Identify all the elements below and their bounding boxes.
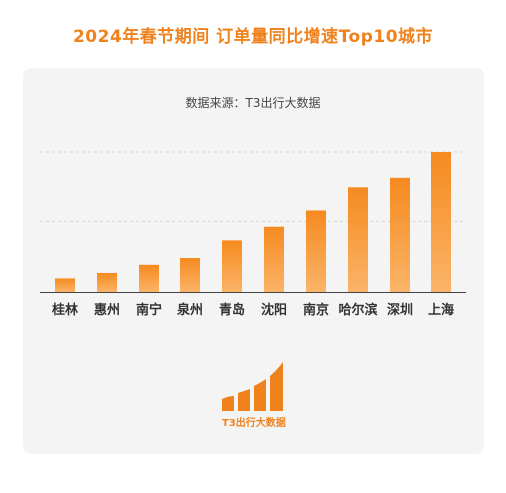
bar-9 <box>390 177 410 292</box>
category-label: 南宁 <box>136 302 162 318</box>
category-label: 泉州 <box>177 302 203 318</box>
category-label: 哈尔滨 <box>338 302 377 318</box>
data-source-label: 数据来源：T3出行大数据 <box>185 96 321 110</box>
bar-2 <box>97 272 117 292</box>
bar-6 <box>264 226 284 292</box>
category-label: 深圳 <box>387 302 413 318</box>
logo-bars-icon <box>222 362 283 411</box>
chart-title: 2024年春节期间 订单量同比增速Top10城市 <box>72 27 434 47</box>
category-label: 上海 <box>428 302 454 318</box>
category-label: 惠州 <box>94 302 120 318</box>
category-labels: 桂林 惠州 南宁 泉州 青岛 沈阳 南京 哈尔滨 深圳 上海 <box>51 302 454 318</box>
bars <box>55 152 451 292</box>
category-label: 青岛 <box>219 302 245 318</box>
bar-5 <box>222 240 242 292</box>
category-label: 南京 <box>303 302 329 318</box>
bar-8 <box>348 187 368 292</box>
category-label: 桂林 <box>51 302 78 318</box>
bar-4 <box>180 258 200 292</box>
logo-text: T3出行大数据 <box>222 416 286 429</box>
bar-10 <box>431 152 451 292</box>
bar-7 <box>306 210 326 292</box>
bar-3 <box>139 264 159 292</box>
category-label: 沈阳 <box>261 302 287 318</box>
bar-1 <box>55 278 75 292</box>
